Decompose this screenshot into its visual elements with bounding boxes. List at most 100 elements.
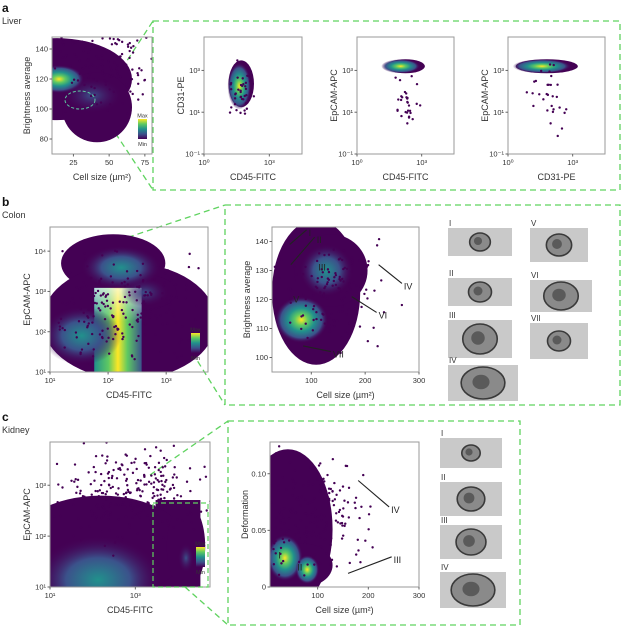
data-point <box>525 91 529 94</box>
data-point <box>107 74 111 78</box>
data-point <box>354 303 357 306</box>
data-point <box>171 311 175 314</box>
data-point <box>311 511 315 514</box>
data-point <box>107 514 110 517</box>
cell-image-b-VI: VI <box>530 271 592 312</box>
y-axis-label: CD31-PE <box>176 76 186 114</box>
data-point <box>293 469 297 472</box>
data-point <box>109 511 112 514</box>
data-point <box>301 314 305 317</box>
data-point <box>150 482 153 485</box>
data-point <box>107 336 110 340</box>
data-point <box>57 321 60 325</box>
data-point <box>141 262 145 265</box>
data-point <box>311 329 315 332</box>
data-point <box>98 281 101 285</box>
data-point <box>69 22 71 24</box>
data-point <box>139 479 142 482</box>
annotation-leader-line <box>289 229 307 245</box>
data-point <box>185 513 189 516</box>
data-point <box>83 495 86 498</box>
data-point <box>120 32 122 34</box>
data-point <box>139 274 142 277</box>
data-point <box>170 294 173 298</box>
data-point <box>73 480 76 483</box>
cell-image-c-III: III <box>440 516 502 559</box>
data-point <box>329 543 332 547</box>
y-tick-label: 0.10 <box>251 469 266 478</box>
data-point <box>319 485 323 488</box>
data-point <box>72 498 76 501</box>
data-point <box>126 277 130 280</box>
data-point <box>114 503 117 506</box>
cell-image-b-V: V <box>530 219 588 262</box>
data-point <box>210 309 212 311</box>
data-point <box>99 101 103 104</box>
data-point <box>236 59 239 62</box>
data-point <box>45 31 47 33</box>
data-point <box>140 312 143 315</box>
data-point <box>292 486 295 490</box>
data-point <box>118 55 121 59</box>
population-label: IV <box>404 281 413 291</box>
data-point <box>87 342 90 346</box>
cell-image-label: III <box>449 311 456 320</box>
data-point <box>323 253 326 257</box>
gate-region <box>64 90 96 110</box>
data-point <box>311 483 315 486</box>
data-point <box>149 291 152 294</box>
data-point <box>91 514 94 517</box>
x-axis-label: CD45-FITC <box>230 172 277 182</box>
y-axis-label: Brightness average <box>242 261 252 339</box>
data-point <box>79 526 83 529</box>
data-point <box>365 288 368 291</box>
data-point <box>324 285 327 288</box>
data-point <box>106 109 109 112</box>
data-point <box>111 337 115 341</box>
data-point <box>62 43 65 47</box>
data-point <box>138 515 142 519</box>
data-point <box>56 54 59 57</box>
annotation-leader-line <box>303 345 331 353</box>
data-point <box>297 560 301 564</box>
data-point <box>131 51 135 54</box>
data-point <box>282 506 286 510</box>
data-point <box>95 504 98 508</box>
data-point <box>322 530 326 533</box>
data-point <box>266 261 268 263</box>
data-point <box>347 308 351 312</box>
data-point <box>565 108 568 111</box>
data-point <box>100 530 104 533</box>
data-point <box>323 514 326 518</box>
data-point <box>317 560 320 564</box>
colorbar <box>138 119 147 139</box>
population-label: V <box>293 295 299 305</box>
data-point <box>39 57 41 59</box>
data-point <box>280 507 284 511</box>
data-point <box>406 100 409 104</box>
data-point <box>124 374 126 376</box>
data-point <box>69 64 72 68</box>
data-point <box>100 301 104 304</box>
data-point <box>304 265 307 269</box>
cell-image-label: II <box>441 473 445 482</box>
data-point <box>558 106 561 109</box>
population-label: I <box>278 550 281 560</box>
data-point <box>71 39 74 42</box>
data-point <box>61 327 64 330</box>
data-point <box>88 48 92 51</box>
data-point <box>182 501 185 504</box>
scatter-plot-a2: 10⁰ 10³ 10⁻¹ 10¹ 10³ CD45-FITC CD31-PE <box>176 36 303 182</box>
y-tick-label: 0 <box>262 583 266 592</box>
data-point <box>131 28 133 30</box>
x-axis-label: CD45-FITC <box>107 605 154 615</box>
data-point <box>143 294 146 297</box>
data-point <box>542 98 545 101</box>
data-point <box>69 271 72 274</box>
data-point <box>172 444 176 448</box>
density-peak <box>295 555 320 585</box>
data-point <box>325 524 328 527</box>
data-point <box>94 518 97 521</box>
data-point <box>61 249 64 253</box>
data-point <box>300 495 304 499</box>
